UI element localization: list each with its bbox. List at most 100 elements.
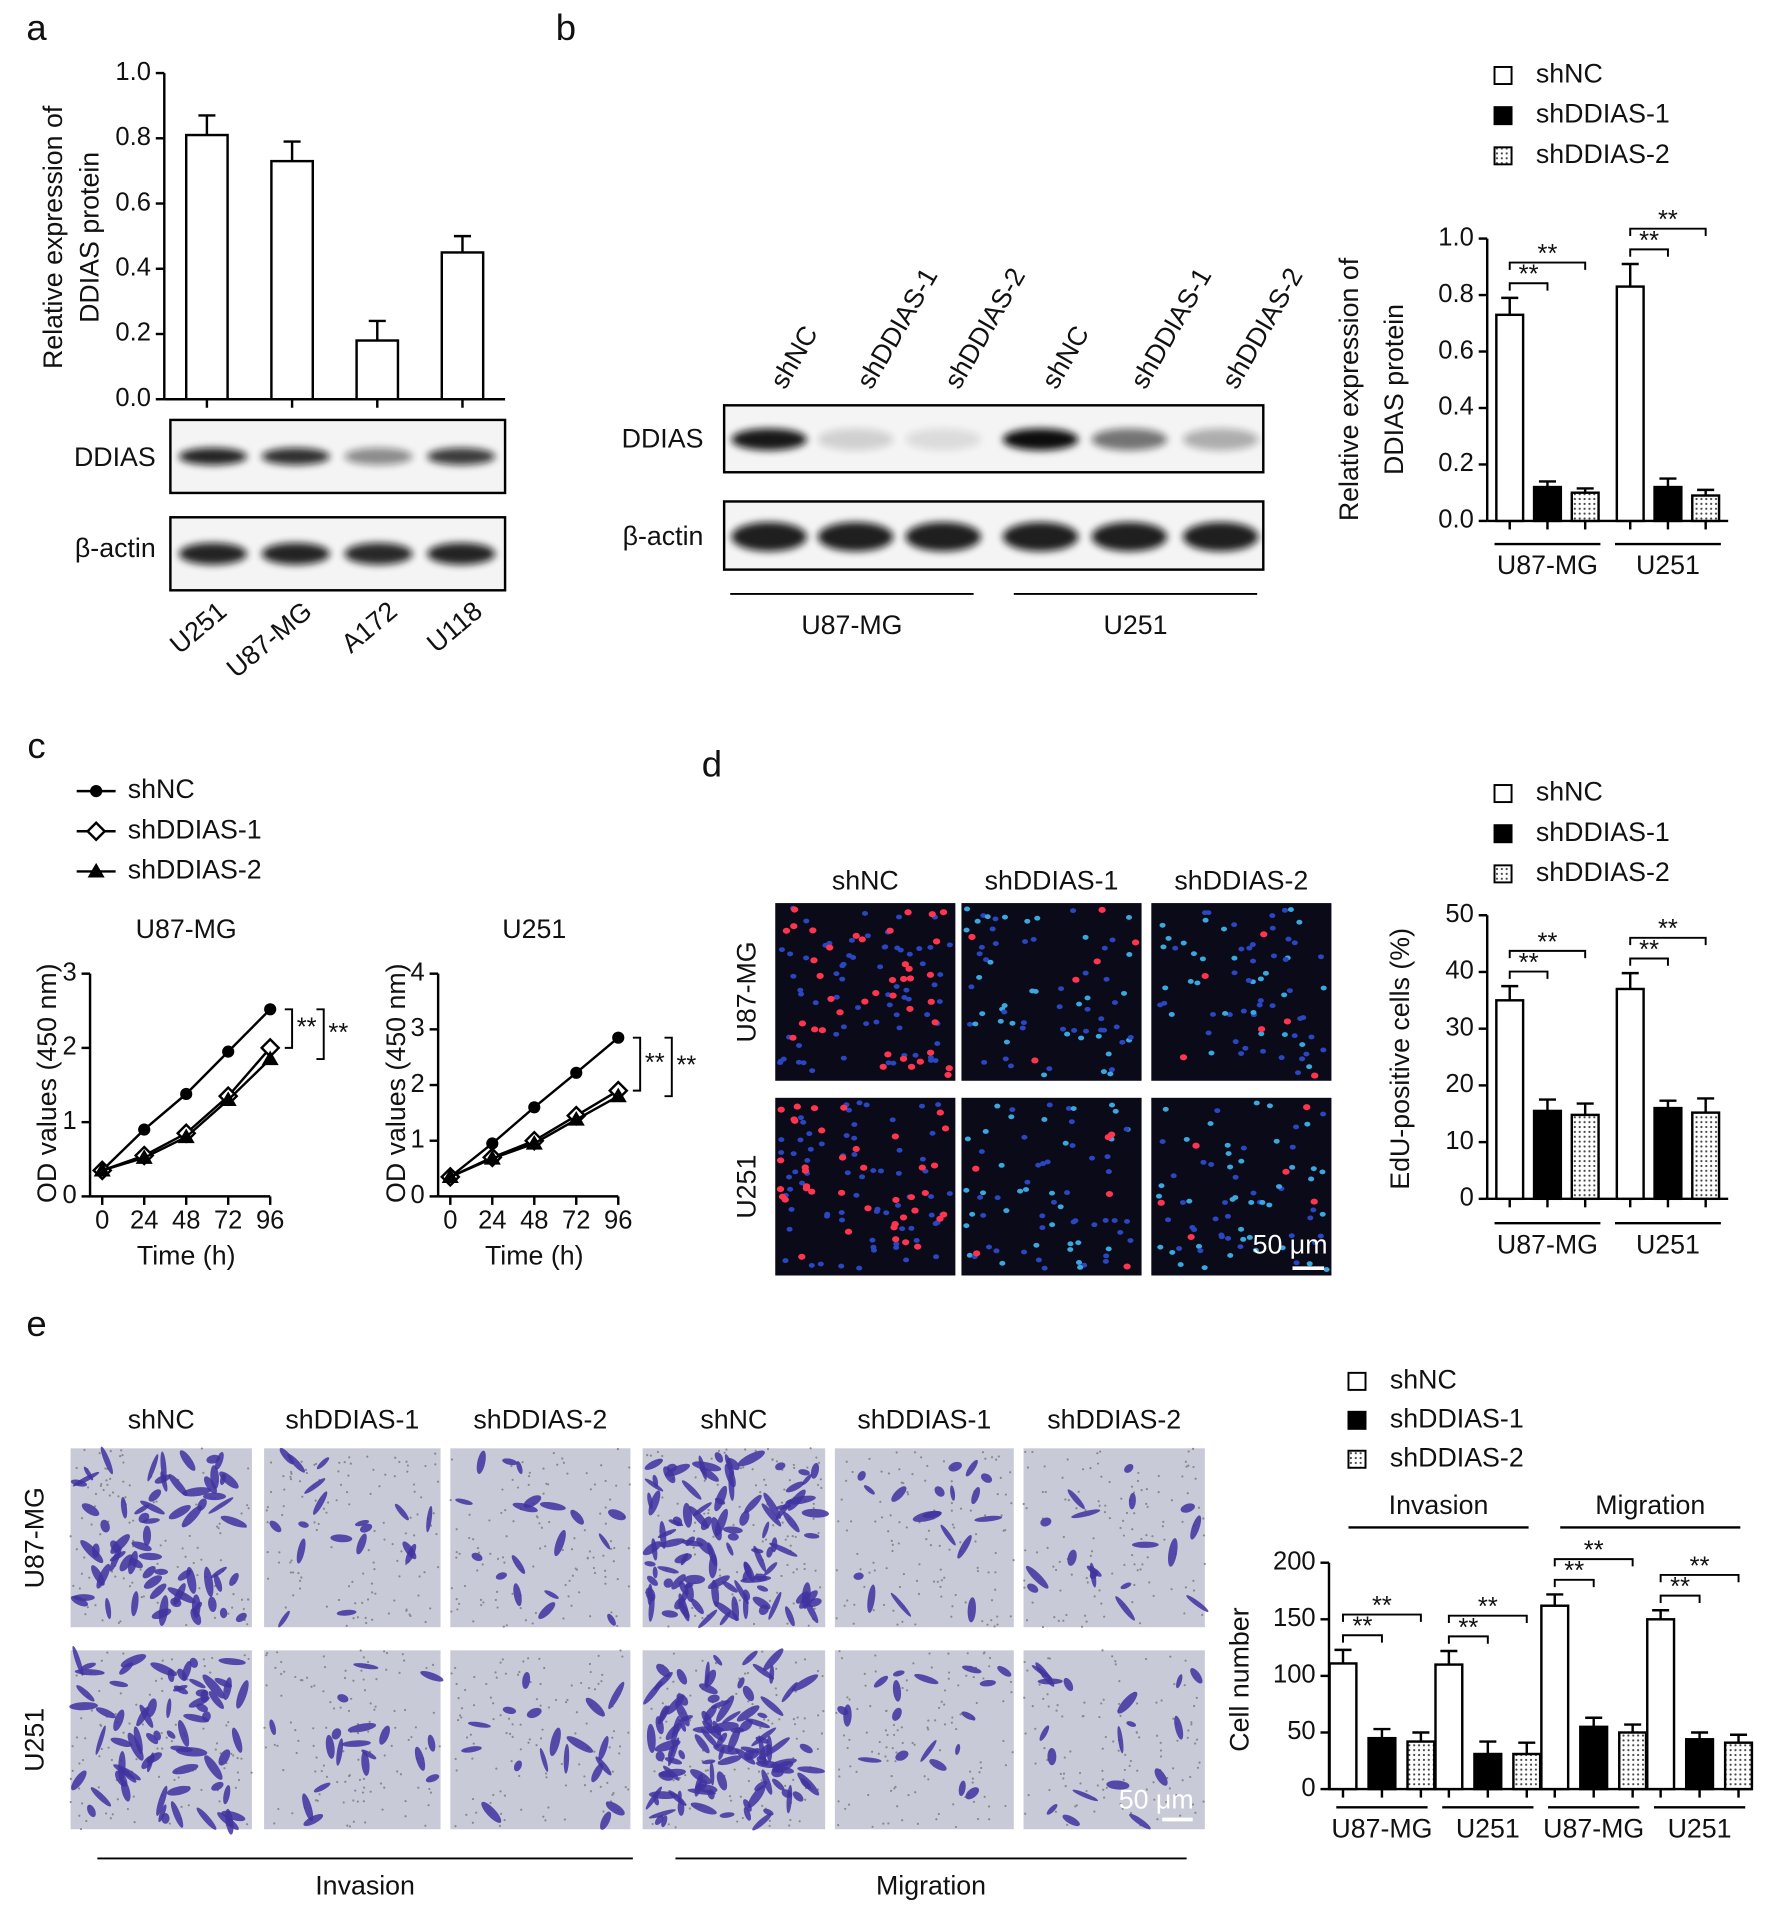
nucleus — [1046, 1066, 1053, 1072]
pore — [378, 1485, 381, 1488]
pore — [1063, 1756, 1066, 1759]
pore — [299, 1579, 302, 1582]
nucleus — [896, 1147, 903, 1153]
nucleus — [1320, 985, 1327, 991]
pore — [457, 1697, 460, 1700]
cell — [154, 1568, 169, 1575]
pore — [976, 1817, 980, 1821]
cell — [704, 1669, 717, 1688]
pore — [495, 1676, 498, 1679]
pore — [132, 1795, 135, 1798]
pore — [1181, 1779, 1184, 1782]
pore — [775, 1667, 778, 1670]
nucleus — [851, 1122, 858, 1127]
pore — [562, 1617, 565, 1620]
cell — [526, 1707, 542, 1719]
pore — [952, 1526, 956, 1529]
pore — [1108, 1516, 1112, 1520]
pore — [348, 1456, 351, 1459]
pore — [937, 1706, 941, 1709]
cell — [219, 1607, 228, 1619]
edu-cell — [1187, 1233, 1195, 1241]
pore — [289, 1721, 292, 1724]
cell — [218, 1658, 246, 1666]
pore — [157, 1775, 161, 1778]
cell — [744, 1749, 754, 1761]
pore — [943, 1689, 947, 1692]
nucleus — [838, 1210, 845, 1216]
pore — [362, 1656, 365, 1659]
image-column-label: shDDIAS-1 — [985, 865, 1119, 895]
cell — [177, 1569, 192, 1581]
pore — [519, 1723, 522, 1726]
pore — [218, 1522, 221, 1525]
pore — [86, 1486, 90, 1489]
pore — [1112, 1740, 1115, 1743]
cell — [598, 1736, 609, 1761]
nucleus — [1291, 1033, 1298, 1039]
super-group-label: Migration — [1595, 1490, 1705, 1520]
cell — [658, 1768, 686, 1778]
pore — [615, 1484, 618, 1487]
pore — [739, 1795, 742, 1798]
micrograph — [264, 1448, 441, 1628]
nucleus — [1205, 1030, 1212, 1036]
nucleus — [1186, 1198, 1193, 1204]
nucleus — [1035, 1257, 1042, 1263]
pore — [114, 1575, 117, 1578]
pore — [1031, 1601, 1034, 1604]
pore — [1140, 1489, 1143, 1492]
pore — [733, 1768, 736, 1771]
pore — [1131, 1528, 1134, 1531]
pore — [1181, 1520, 1184, 1523]
pore — [814, 1569, 817, 1572]
nucleus — [998, 1162, 1005, 1168]
pore — [741, 1816, 744, 1820]
pore — [1031, 1705, 1034, 1708]
cell — [208, 1691, 224, 1709]
x-tick-label: 24 — [130, 1207, 158, 1235]
pore — [71, 1769, 74, 1772]
pore — [498, 1824, 501, 1828]
cell — [716, 1771, 728, 1791]
cell — [95, 1707, 116, 1719]
pore — [1135, 1731, 1138, 1734]
nucleus — [1077, 1264, 1084, 1270]
panel-label: b — [556, 7, 576, 48]
cell — [765, 1737, 790, 1756]
pore — [746, 1671, 750, 1675]
pore — [604, 1506, 607, 1509]
cell — [1115, 1596, 1135, 1621]
pore — [1185, 1465, 1188, 1468]
pore — [1074, 1805, 1077, 1808]
micrograph — [264, 1650, 441, 1830]
pore — [535, 1698, 539, 1701]
pore — [627, 1731, 630, 1734]
pore — [159, 1544, 162, 1547]
nucleus — [927, 1194, 935, 1200]
nucleus — [1231, 922, 1238, 928]
pore — [1168, 1787, 1171, 1790]
cell — [1031, 1665, 1053, 1680]
pore — [752, 1622, 756, 1626]
bar — [270, 159, 314, 401]
pore — [1024, 1732, 1027, 1735]
significance-label: ** — [1458, 1614, 1478, 1642]
pore — [913, 1743, 916, 1746]
pore — [170, 1740, 173, 1743]
pore — [544, 1819, 547, 1822]
legend-marker — [90, 785, 103, 798]
pore — [454, 1825, 457, 1828]
cell — [707, 1575, 730, 1590]
pore — [593, 1571, 597, 1575]
pore — [1159, 1741, 1162, 1744]
cell — [476, 1450, 486, 1474]
pore — [265, 1684, 268, 1687]
pore — [717, 1449, 721, 1452]
pore — [541, 1728, 544, 1731]
pore — [1083, 1614, 1087, 1617]
pore — [701, 1616, 704, 1620]
bar — [1532, 1109, 1563, 1201]
cell — [511, 1555, 526, 1574]
x-tick-label: U251 — [1668, 1814, 1732, 1844]
